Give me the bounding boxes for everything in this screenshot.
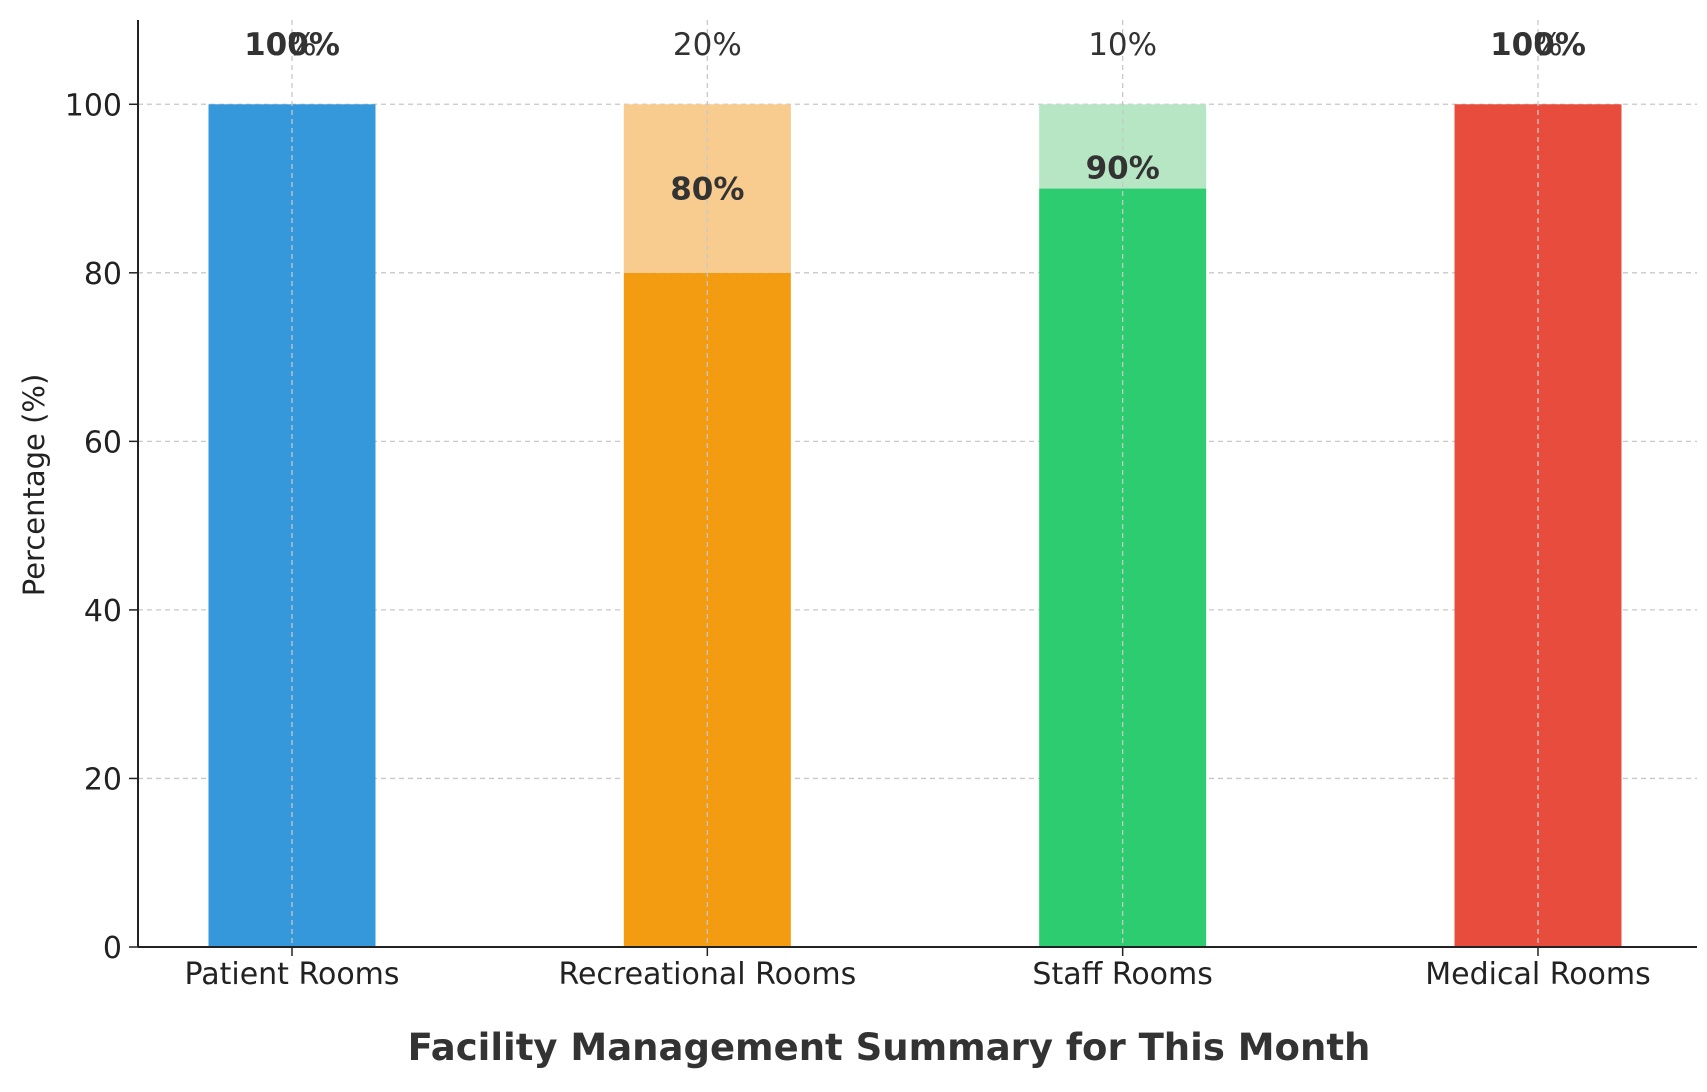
value-label-remaining: 20% xyxy=(673,27,742,63)
vertical-grid-lines xyxy=(291,20,1539,947)
y-tick-label: 20 xyxy=(84,762,122,797)
x-tick-label: Medical Rooms xyxy=(1425,957,1651,992)
y-tick-label: 60 xyxy=(84,425,122,460)
y-tick-label: 40 xyxy=(84,594,122,629)
value-label-primary: 90% xyxy=(1086,150,1160,186)
value-label-primary: 80% xyxy=(670,172,744,208)
bar-primary-segment xyxy=(1039,188,1207,947)
x-tick-label: Recreational Rooms xyxy=(558,957,856,992)
value-label-remaining: 0% xyxy=(1513,27,1562,63)
x-axis-title: Facility Management Summary for This Mon… xyxy=(408,1026,1371,1069)
value-labels: 100%0%80%20%90%10% 100%0% xyxy=(244,27,1586,208)
value-label-remaining: 0% xyxy=(267,27,316,63)
axes: 0 20 40 60 80 100 Patient Rooms Recreational Ro… xyxy=(65,20,1697,992)
y-axis-title: Percentage (%) xyxy=(17,374,51,597)
y-tick-label: 80 xyxy=(84,257,122,292)
x-tick-label: Patient Rooms xyxy=(184,957,399,992)
bars xyxy=(208,104,1622,948)
y-tick-label: 0 xyxy=(103,931,122,966)
value-label-remaining: 10% xyxy=(1088,27,1157,63)
x-tick-label: Staff Rooms xyxy=(1032,957,1212,992)
value-label-primary: 100% xyxy=(1490,27,1586,63)
y-tick-label: 100 xyxy=(65,88,122,123)
value-label-primary: 100% xyxy=(244,27,340,63)
